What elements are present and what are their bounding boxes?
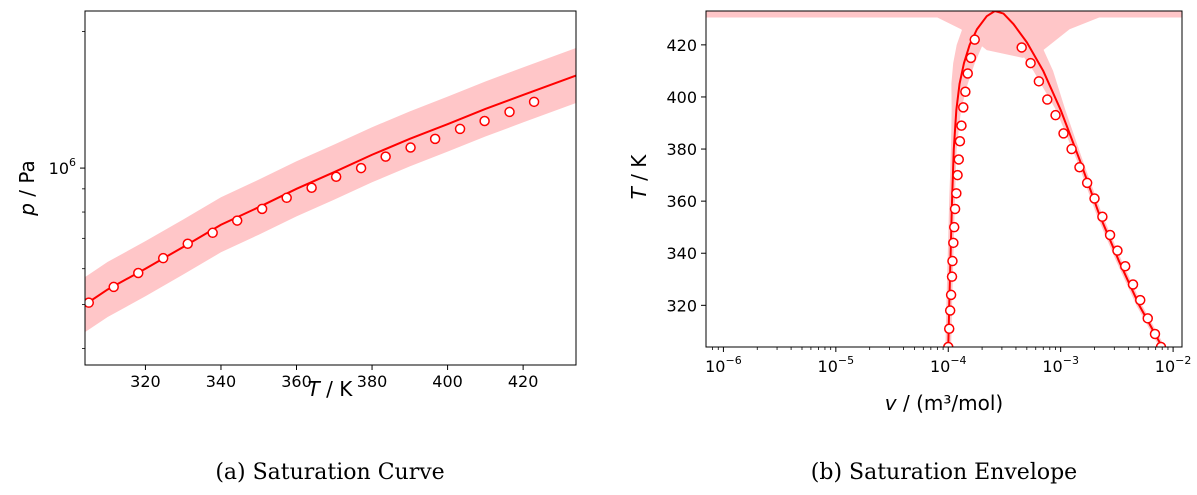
panel-a-x-tick-label: 400 [432, 372, 463, 391]
panel-b-data-point [949, 203, 961, 215]
panel-b-data-point [1142, 313, 1153, 324]
panel-a-data-point [479, 115, 490, 127]
panel-b-data-point [1058, 128, 1069, 139]
panel-b-data-point [1149, 328, 1161, 340]
panel-b-y-tick-label: 420 [666, 36, 697, 55]
panel-b-data-point [1050, 109, 1061, 121]
panel-b-y-tick-label: 320 [666, 296, 697, 315]
panel-a-data-point [355, 162, 367, 174]
panel-a-data-point [380, 151, 391, 162]
panel-a-data-point [108, 281, 119, 293]
panel-b-data-point [945, 289, 957, 301]
panel-b-data-point [962, 68, 973, 79]
panel-a-data-point [133, 267, 144, 279]
panel-b-data-point [1081, 177, 1093, 189]
panel-a-data-point [306, 182, 317, 194]
panel-b-data-point [946, 271, 958, 282]
panel-b-x-tick-label: 10−5 [818, 354, 855, 376]
panel-b-data-point [1016, 42, 1027, 53]
panel-b-y-tick-label: 340 [666, 244, 697, 263]
panel-a-x-tick-label: 380 [357, 372, 388, 391]
panel-b-data-point [1134, 294, 1146, 306]
panel-b-data-point [958, 102, 969, 113]
panel-a-y-axis-label: p / Pa [15, 160, 39, 217]
panel-b-data-point [948, 221, 960, 233]
panel-a-y-tick-label: 106 [49, 156, 76, 178]
panel-a-data-point [281, 192, 292, 204]
panel-b-plot-area [706, 11, 1182, 347]
panel-a-data-point [157, 252, 169, 264]
panel-a-x-tick-label: 420 [508, 372, 539, 391]
panel-a-data-point [182, 238, 193, 250]
panel-b-uncertainty-band [945, 11, 1166, 347]
panel-a-axes-frame [84, 10, 577, 366]
panel-b-data-point [960, 86, 971, 97]
panel-b-data-point [944, 305, 956, 316]
panel-a-caption: (a) Saturation Curve [215, 460, 444, 485]
panel-b-x-tick-label: 10−4 [930, 354, 967, 376]
panel-b: 10−6 10−5 10−4 10−3 10−2 320 340 360 380 400 420 v… [627, 10, 1191, 485]
panel-b-data-point [951, 188, 962, 199]
panel-b-data-point [1112, 245, 1123, 256]
panel-a-data-point [85, 297, 95, 308]
panel-b-data-point [969, 34, 980, 45]
panel-b-data-point [1033, 76, 1045, 87]
panel-a-data-point [207, 227, 218, 239]
panel-a-uncertainty-band [85, 47, 576, 333]
panel-a-data-point [231, 215, 243, 226]
panel-b-data-point [1119, 261, 1131, 272]
panel-b-envelope-line [947, 11, 1164, 347]
panel-b-data-point [1025, 57, 1036, 69]
panel-b-series [706, 11, 1182, 347]
panel-b-axes-frame [705, 10, 1183, 348]
panel-b-data-point [965, 52, 977, 64]
panel-b-x-axis-label: v / (m³/mol) [885, 391, 1003, 415]
panel-a-data-point [504, 106, 515, 118]
panel-b-data-point [1074, 162, 1085, 173]
panel-b-y-tick-label: 360 [666, 192, 697, 211]
panel-b-ticks: 10−6 10−5 10−4 10−3 10−2 320 340 360 380 400 420 [666, 36, 1191, 376]
panel-a-data-point [528, 96, 540, 108]
panel-b-data-point [1066, 143, 1077, 155]
panel-a-x-tick-label: 360 [281, 372, 312, 391]
panel-b-data-point [1127, 279, 1139, 290]
panel-a-x-tick-label: 340 [206, 372, 237, 391]
panel-b-x-tick-label: 10−3 [1042, 354, 1079, 376]
panel-a: 320 340 360 380 400 420 106 T / K p / Pa (a) S… [15, 10, 577, 485]
panel-b-uncertainty-band-top [706, 11, 1182, 58]
panel-a-data-point [454, 123, 466, 135]
panel-b-data-point [956, 120, 967, 131]
panel-b-data-point [954, 135, 966, 147]
panel-a-data-point [429, 133, 441, 145]
panel-b-data-point [947, 255, 958, 267]
panel-b-x-tick-label: 10−2 [1155, 354, 1192, 376]
panel-a-ticks: 320 340 360 380 400 420 106 [49, 31, 539, 391]
panel-b-data-point [1104, 229, 1116, 241]
panel-a-saturation-line [85, 74, 576, 306]
panel-a-data-point [405, 142, 416, 153]
panel-b-data-point [952, 169, 963, 181]
panel-b-data-point [1042, 94, 1053, 105]
panel-b-x-tick-label: 10−6 [705, 354, 742, 376]
panel-a-x-tick-label: 320 [130, 372, 161, 391]
panel-b-data-point [943, 323, 955, 335]
panel-b-data-point [943, 341, 954, 347]
panel-b-y-tick-label: 400 [666, 88, 697, 107]
panel-b-data-point [1155, 341, 1167, 347]
panel-b-y-axis-label: T / K [627, 154, 651, 200]
panel-b-data-point [1097, 211, 1108, 223]
panel-b-y-tick-label: 380 [666, 140, 697, 159]
panel-b-caption: (b) Saturation Envelope [811, 460, 1077, 485]
panel-a-data-point [330, 171, 342, 182]
panel-a-series [85, 47, 576, 333]
panel-a-plot-area [85, 47, 576, 333]
panel-b-data-point [1089, 193, 1100, 204]
panel-a-data-point [256, 203, 268, 215]
panel-a-x-axis-label: T / K [308, 377, 354, 401]
panel-b-data-point [948, 237, 959, 249]
panel-b-data-point [953, 154, 965, 165]
